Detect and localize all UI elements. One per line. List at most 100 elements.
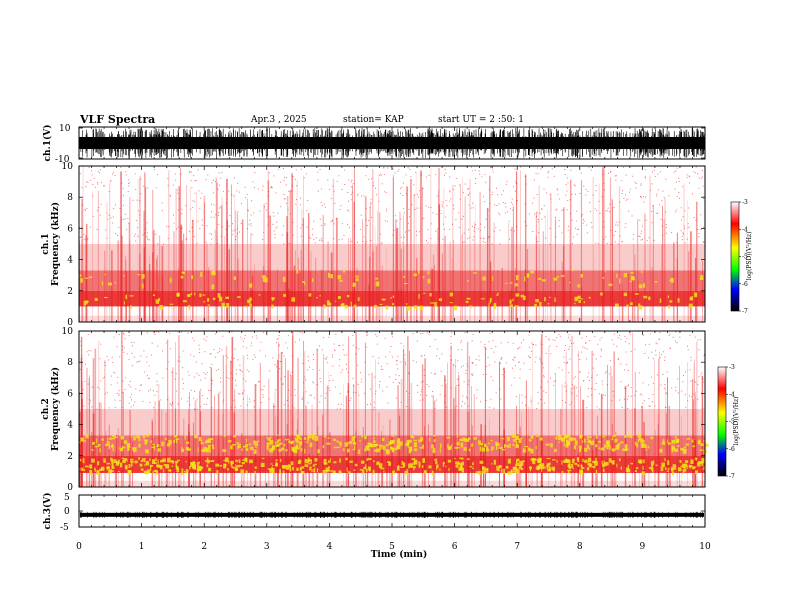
sferic-streak (326, 385, 329, 487)
noise-speck (136, 199, 138, 201)
sferic-streak (480, 280, 482, 322)
hot-spot (669, 300, 673, 303)
noise-speck (131, 399, 133, 401)
hot-spot (200, 442, 204, 445)
noise-speck (340, 205, 342, 207)
hot-spot (379, 446, 382, 450)
hot-spot (537, 458, 541, 463)
noise-speck (639, 235, 641, 237)
noise-speck (588, 167, 590, 169)
noise-speck (595, 383, 597, 385)
noise-speck (215, 180, 217, 182)
hot-spot (228, 440, 232, 443)
noise-speck (566, 361, 568, 363)
noise-speck (439, 394, 441, 396)
noise-speck (405, 231, 407, 233)
sferic-streak (591, 350, 593, 487)
noise-speck (643, 201, 645, 203)
noise-speck (506, 211, 508, 213)
hot-spot (344, 304, 348, 309)
hot-spot (80, 278, 83, 283)
noise-speck (350, 181, 352, 183)
noise-speck (644, 169, 646, 171)
sferic-streak (461, 234, 463, 322)
noise-speck (361, 195, 363, 197)
noise-speck (556, 346, 558, 348)
noise-speck (215, 214, 217, 216)
noise-speck (472, 373, 474, 375)
noise-speck (702, 407, 704, 409)
noise-speck (128, 384, 130, 386)
noise-speck (199, 406, 201, 408)
sferic-streak (120, 171, 122, 322)
noise-speck (339, 344, 341, 346)
sferic-streak (254, 384, 257, 487)
hot-spot (498, 446, 503, 449)
sferic-streak (563, 207, 565, 322)
hot-spot (461, 457, 464, 460)
hot-spot (399, 441, 403, 446)
noise-speck (108, 359, 110, 361)
sferic-streak (622, 284, 624, 322)
noise-speck (346, 354, 348, 356)
noise-speck (312, 381, 314, 383)
sferic-streak (225, 346, 228, 487)
noise-speck (454, 166, 456, 168)
noise-speck (463, 381, 465, 383)
hot-spot (313, 306, 315, 308)
noise-speck (107, 218, 109, 220)
sferic-streak (524, 174, 526, 322)
hot-spot (194, 437, 197, 439)
noise-speck (229, 215, 231, 217)
noise-speck (566, 362, 568, 364)
noise-speck (137, 361, 139, 363)
noise-speck (112, 222, 114, 224)
sferic-streak (571, 335, 573, 487)
hot-spot (155, 299, 160, 304)
hot-spot (208, 467, 212, 472)
sferic-streak (254, 263, 255, 322)
hot-spot (174, 460, 179, 464)
sferic-streak (165, 412, 167, 487)
hot-spot (329, 470, 333, 472)
noise-speck (620, 363, 622, 365)
sferic-streak (548, 346, 550, 487)
noise-speck (648, 398, 650, 400)
hot-spot (690, 459, 694, 464)
hot-spot (702, 468, 706, 470)
hot-spot (352, 441, 357, 445)
noise-speck (666, 371, 668, 373)
noise-speck (169, 403, 171, 405)
sferic-streak (443, 187, 445, 322)
hot-spot (555, 436, 558, 440)
sferic-streak (404, 358, 406, 487)
noise-speck (417, 391, 419, 393)
hot-spot (429, 293, 432, 297)
hot-spot (648, 467, 652, 469)
sferic-streak (302, 218, 304, 322)
hot-spot (496, 465, 498, 471)
noise-speck (347, 390, 349, 392)
hot-spot (289, 465, 292, 470)
noise-speck (511, 198, 513, 200)
noise-speck (681, 235, 683, 237)
hot-spot (353, 436, 356, 438)
hot-spot (604, 462, 609, 466)
hot-spot (554, 297, 556, 302)
noise-speck (673, 171, 675, 173)
hot-spot (447, 444, 449, 449)
sferic-streak (468, 355, 470, 487)
sferic-streak (399, 211, 401, 322)
ch3-waveform-trace (79, 511, 704, 518)
sferic-streak (155, 289, 157, 322)
noise-speck (657, 189, 659, 191)
hot-spot (141, 274, 145, 279)
noise-speck (544, 402, 546, 404)
hot-spot (152, 436, 155, 438)
noise-speck (312, 368, 314, 370)
sferic-streak (152, 189, 154, 322)
hot-spot (394, 447, 398, 450)
noise-speck (635, 182, 637, 184)
